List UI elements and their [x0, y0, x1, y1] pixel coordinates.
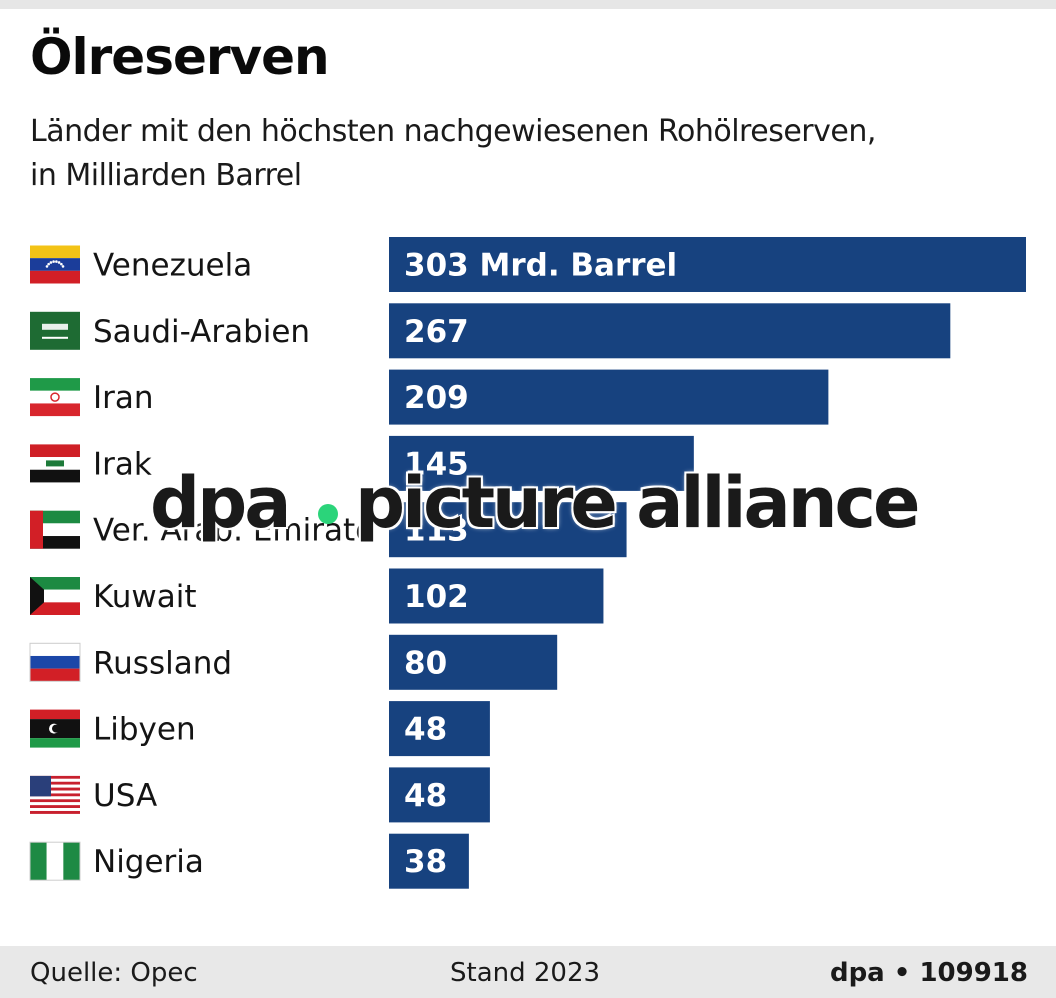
uae-flag — [30, 510, 80, 549]
date-note: Stand 2023 — [450, 958, 601, 988]
iran-flag — [30, 378, 80, 417]
top-bar — [0, 0, 1056, 9]
category-label: Libyen — [93, 712, 196, 748]
source-note: Quelle: Opec — [30, 958, 198, 988]
data-label: 303 Mrd. Barrel — [404, 248, 677, 284]
data-label: 102 — [404, 579, 469, 615]
subtitle-line-2: in Milliarden Barrel — [30, 158, 302, 193]
footer: Quelle: Opec Stand 2023 dpa • 109918 — [0, 946, 1056, 998]
kuwait-flag — [30, 577, 80, 615]
category-label: Nigeria — [93, 844, 204, 880]
nigeria-flag — [29, 841, 81, 881]
chart-subtitle: Länder mit den höchsten nachgewiesenen R… — [30, 110, 1030, 198]
category-label: Ver. Arab. Emirate — [93, 513, 374, 549]
data-label: 38 — [404, 844, 447, 880]
category-label: Russland — [93, 645, 232, 681]
data-label: 267 — [404, 314, 469, 350]
bar — [389, 369, 829, 425]
bar — [389, 502, 627, 558]
subtitle-line-1: Länder mit den höchsten nachgewiesenen R… — [30, 114, 876, 149]
category-label: Irak — [93, 446, 152, 482]
chart-title: Ölreserven — [30, 28, 330, 86]
bar — [389, 237, 1026, 292]
bar — [389, 833, 469, 889]
data-label: 48 — [404, 778, 447, 814]
category-label: Iran — [93, 380, 154, 416]
bar — [389, 303, 951, 359]
bar — [389, 634, 558, 690]
libya-flag — [30, 709, 80, 748]
bar — [389, 568, 604, 624]
category-label: Kuwait — [93, 579, 197, 615]
data-label: 80 — [404, 645, 447, 681]
iraq-flag — [30, 444, 80, 483]
data-label: 209 — [404, 380, 469, 416]
saudi-arabia-flag — [30, 311, 80, 350]
data-label: 48 — [404, 712, 447, 748]
bar — [389, 435, 694, 491]
bar — [389, 767, 490, 823]
credit: dpa • 109918 — [829, 958, 1028, 988]
bar — [389, 701, 490, 757]
data-label: 145 — [404, 446, 469, 482]
category-label: Saudi-Arabien — [93, 314, 310, 350]
data-label: 113 — [404, 513, 469, 549]
category-label: Venezuela — [93, 248, 252, 284]
usa-flag — [30, 775, 80, 814]
category-label: USA — [93, 778, 157, 814]
russia-flag — [29, 642, 81, 682]
venezuela-flag — [30, 245, 80, 284]
